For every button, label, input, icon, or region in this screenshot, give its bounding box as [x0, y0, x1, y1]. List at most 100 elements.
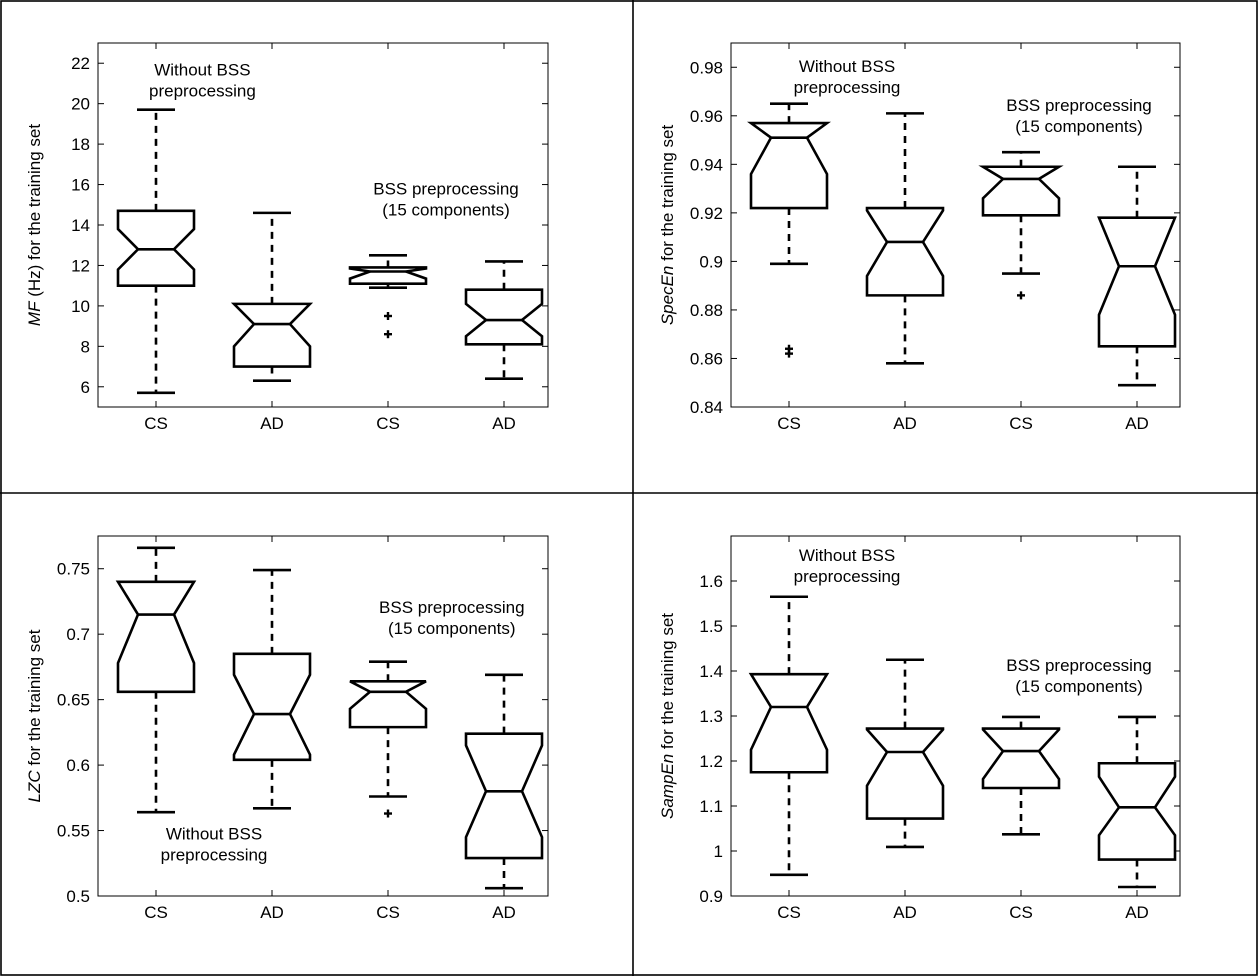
box-1: [747, 102, 831, 358]
annotation-line: Without BSS: [166, 825, 262, 844]
y-tick-label: 18: [71, 135, 90, 154]
annotation-line: BSS preprocessing: [1006, 656, 1152, 675]
y-tick-label: 0.94: [690, 155, 723, 174]
y-tick-label: 1.6: [699, 572, 723, 591]
x-axis: CS AD CS AD: [777, 536, 1149, 922]
y-tick-label: 0.88: [690, 301, 723, 320]
annotation: Without BSS preprocessing: [161, 825, 268, 865]
y-axis-label: SampEn for the training set: [658, 613, 677, 819]
box-2: [230, 211, 314, 383]
x-tick-label: AD: [893, 414, 917, 433]
annotation-line: (15 components): [388, 619, 516, 638]
x-tick-label: CS: [376, 414, 400, 433]
y-tick-label: 0.86: [690, 349, 723, 368]
box-4: [1097, 715, 1177, 889]
outlier-point: [384, 330, 392, 339]
annotation-line: Without BSS: [154, 60, 250, 79]
x-tick-label: AD: [492, 903, 516, 922]
box-body: [865, 206, 945, 297]
box-4: [464, 260, 544, 380]
y-axis-label-italic: LZC: [25, 770, 44, 803]
annotation-line: BSS preprocessing: [1006, 96, 1152, 115]
y-tick-label: 1.2: [699, 752, 723, 771]
chart-panel-sampen: 0.9 1 1.1 1.2 1.3 1.4 1.5 1.6 CS AD CS AD SampEn for…: [633, 493, 1258, 976]
chart-svg: 6 8 10 12 14 16 18 20 22 CS AD CS AD MF (Hz) for the …: [25, 42, 549, 433]
annotation-line: BSS preprocessing: [373, 180, 519, 199]
annotation-line: (15 components): [1015, 677, 1143, 696]
y-tick-label: 1.4: [699, 662, 723, 681]
box-body: [981, 727, 1061, 790]
x-tick-label: CS: [376, 903, 400, 922]
y-axis-label-rest: (Hz) for the training set: [25, 124, 44, 302]
box-4: [464, 673, 544, 890]
annotation-line: BSS preprocessing: [379, 598, 525, 617]
outlier-point: [384, 809, 392, 818]
box-1: [748, 595, 830, 877]
x-tick-label: CS: [1009, 903, 1033, 922]
box-body: [464, 732, 544, 860]
box-1: [115, 546, 197, 814]
y-tick-label: 1.3: [699, 707, 723, 726]
x-axis: CS AD CS AD: [144, 43, 516, 433]
x-tick-label: AD: [260, 414, 284, 433]
chart-svg: 0.9 1 1.1 1.2 1.3 1.4 1.5 1.6 CS AD CS AD SampEn for…: [658, 535, 1181, 922]
annotation: BSS preprocessing (15 components): [373, 180, 519, 220]
box-3: [348, 254, 428, 339]
box-body: [464, 288, 544, 346]
annotation-line: preprocessing: [149, 81, 256, 100]
x-tick-label: AD: [1125, 903, 1149, 922]
y-tick-label: 12: [71, 256, 90, 275]
outlier-point: [1017, 291, 1025, 300]
box-body: [865, 727, 945, 820]
x-tick-label: CS: [777, 903, 801, 922]
x-tick-label: AD: [260, 903, 284, 922]
y-axis-label-italic: SampEn: [658, 754, 677, 819]
annotation-line: Without BSS: [799, 546, 895, 565]
chart-panel-specen: 0.84 0.86 0.88 0.9 0.92 0.94 0.96 0.98 CS AD CS AD S…: [633, 0, 1258, 493]
annotation: Without BSS preprocessing: [149, 60, 256, 100]
box-body: [978, 165, 1064, 217]
box-body: [115, 580, 197, 694]
y-tick-label: 0.75: [57, 560, 90, 579]
y-tick-label: 16: [71, 176, 90, 195]
annotation: Without BSS preprocessing: [794, 546, 901, 586]
box-1: [116, 108, 196, 395]
y-tick-label: 1.5: [699, 617, 723, 636]
y-axis-label-rest: for the training set: [658, 125, 677, 266]
annotation-line: (15 components): [1015, 117, 1143, 136]
y-tick-label: 22: [71, 54, 90, 73]
outlier-point: [785, 349, 793, 358]
y-axis-label-rest: for the training set: [658, 613, 677, 754]
annotation-line: preprocessing: [794, 567, 901, 586]
y-axis-label: SpecEn for the training set: [658, 125, 677, 326]
box-body: [1097, 761, 1177, 861]
box-3: [978, 150, 1064, 300]
outlier-point: [384, 312, 392, 320]
x-tick-label: AD: [1125, 414, 1149, 433]
y-tick-label: 6: [81, 378, 90, 397]
annotation-line: preprocessing: [794, 78, 901, 97]
box-body: [348, 680, 428, 729]
annotation: BSS preprocessing (15 components): [1006, 96, 1152, 136]
y-tick-label: 0.55: [57, 822, 90, 841]
box-body: [748, 672, 830, 774]
y-axis-label-rest: for the training set: [25, 629, 44, 770]
y-axis-label: MF (Hz) for the training set: [25, 124, 44, 326]
annotation-line: preprocessing: [161, 846, 268, 865]
chart-svg: 0.5 0.55 0.6 0.65 0.7 0.75 CS AD CS AD LZC for the…: [25, 535, 549, 922]
y-tick-label: 8: [81, 337, 90, 356]
box-body: [1097, 216, 1177, 348]
y-tick-label: 0.9: [699, 887, 723, 906]
y-tick-label: 14: [71, 216, 90, 235]
box-2: [865, 658, 945, 849]
y-tick-label: 0.98: [690, 58, 723, 77]
x-tick-label: CS: [777, 414, 801, 433]
chart-panel-lzc: 0.5 0.55 0.6 0.65 0.7 0.75 CS AD CS AD LZC for the…: [0, 493, 633, 976]
box-3: [981, 715, 1061, 836]
x-tick-label: CS: [144, 414, 168, 433]
axes-frame: [730, 535, 1181, 897]
y-tick-label: 0.7: [66, 625, 90, 644]
y-axis: 0.9 1 1.1 1.2 1.3 1.4 1.5 1.6: [699, 572, 1180, 906]
y-axis-label: LZC for the training set: [25, 629, 44, 802]
x-tick-label: CS: [144, 903, 168, 922]
